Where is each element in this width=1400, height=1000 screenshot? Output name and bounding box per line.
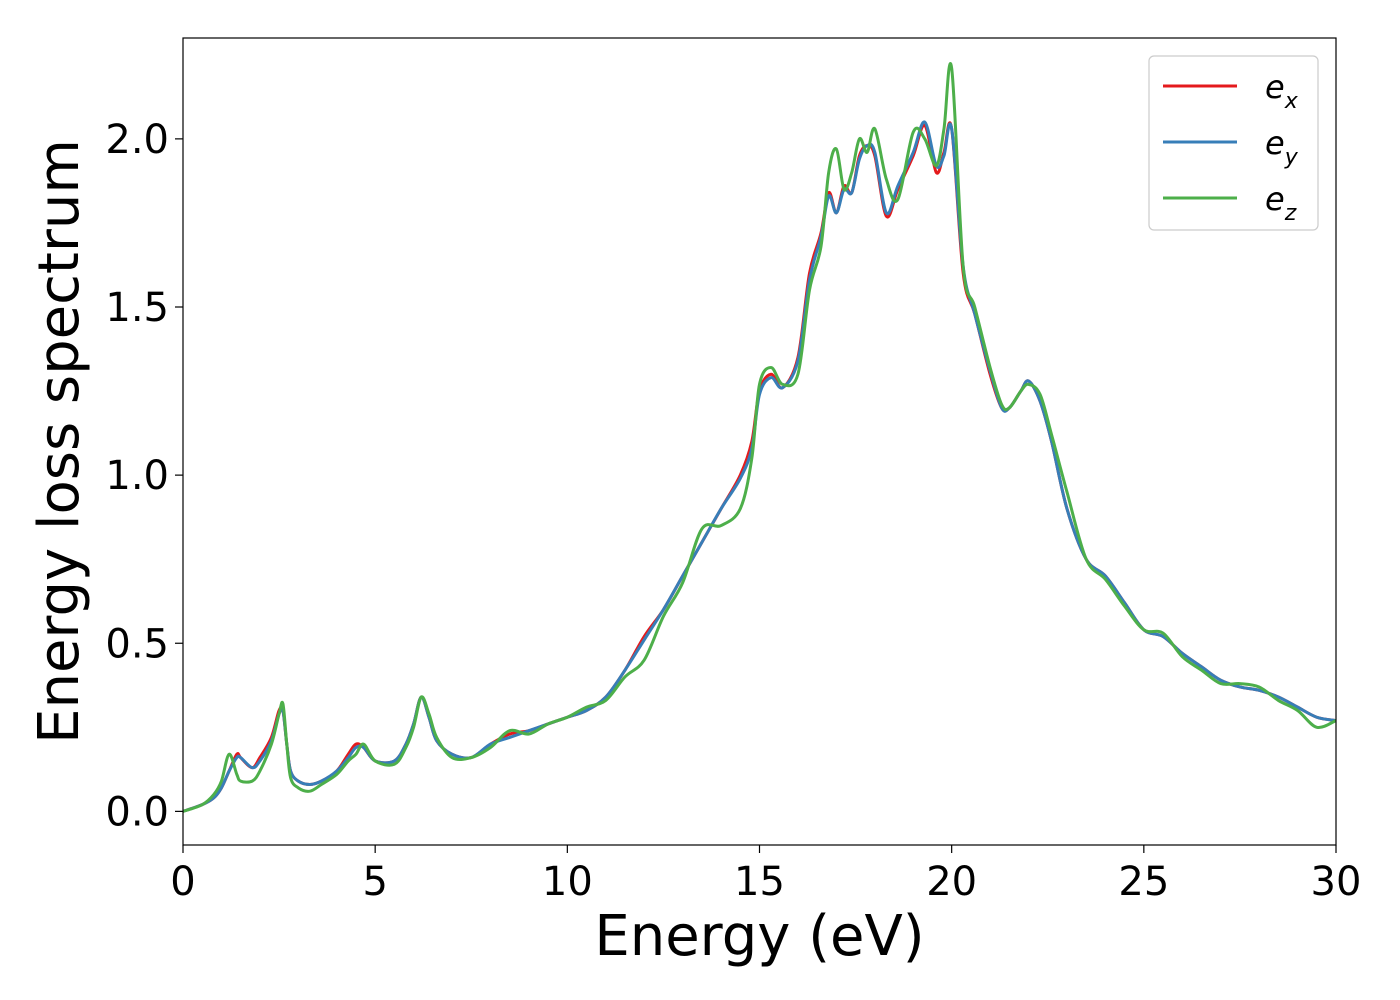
y-tick-label: 1.5: [105, 285, 169, 331]
x-tick-label: 30: [1311, 859, 1362, 905]
axes-layer: 0 5 10 15 20 25 30 0.0 0.5 1.0 1.5 2.0: [105, 117, 1361, 905]
x-tick-label: 25: [1118, 859, 1169, 905]
legend-label-z: ez: [1265, 180, 1297, 226]
legend-label-x: ex: [1265, 68, 1299, 114]
y-tick-label: 0.5: [105, 621, 169, 667]
x-tick-label: 10: [542, 859, 593, 905]
legend-label-y: ey: [1265, 124, 1299, 170]
x-tick-label: 0: [170, 859, 195, 905]
series-line-z: [183, 62, 1336, 813]
y-tick-label: 1.0: [105, 453, 169, 499]
x-axis-title: Energy (eV): [594, 904, 924, 969]
legend: ex ey ez: [1148, 55, 1319, 231]
series-layer: [183, 62, 1336, 813]
y-tick-label: 0.0: [105, 789, 169, 835]
x-tick-label: 5: [362, 859, 387, 905]
y-tick-label: 2.0: [105, 117, 169, 163]
y-axis-title: Energy loss spectrum: [27, 139, 92, 744]
x-tick-label: 20: [926, 859, 977, 905]
x-tick-label: 15: [734, 859, 785, 905]
